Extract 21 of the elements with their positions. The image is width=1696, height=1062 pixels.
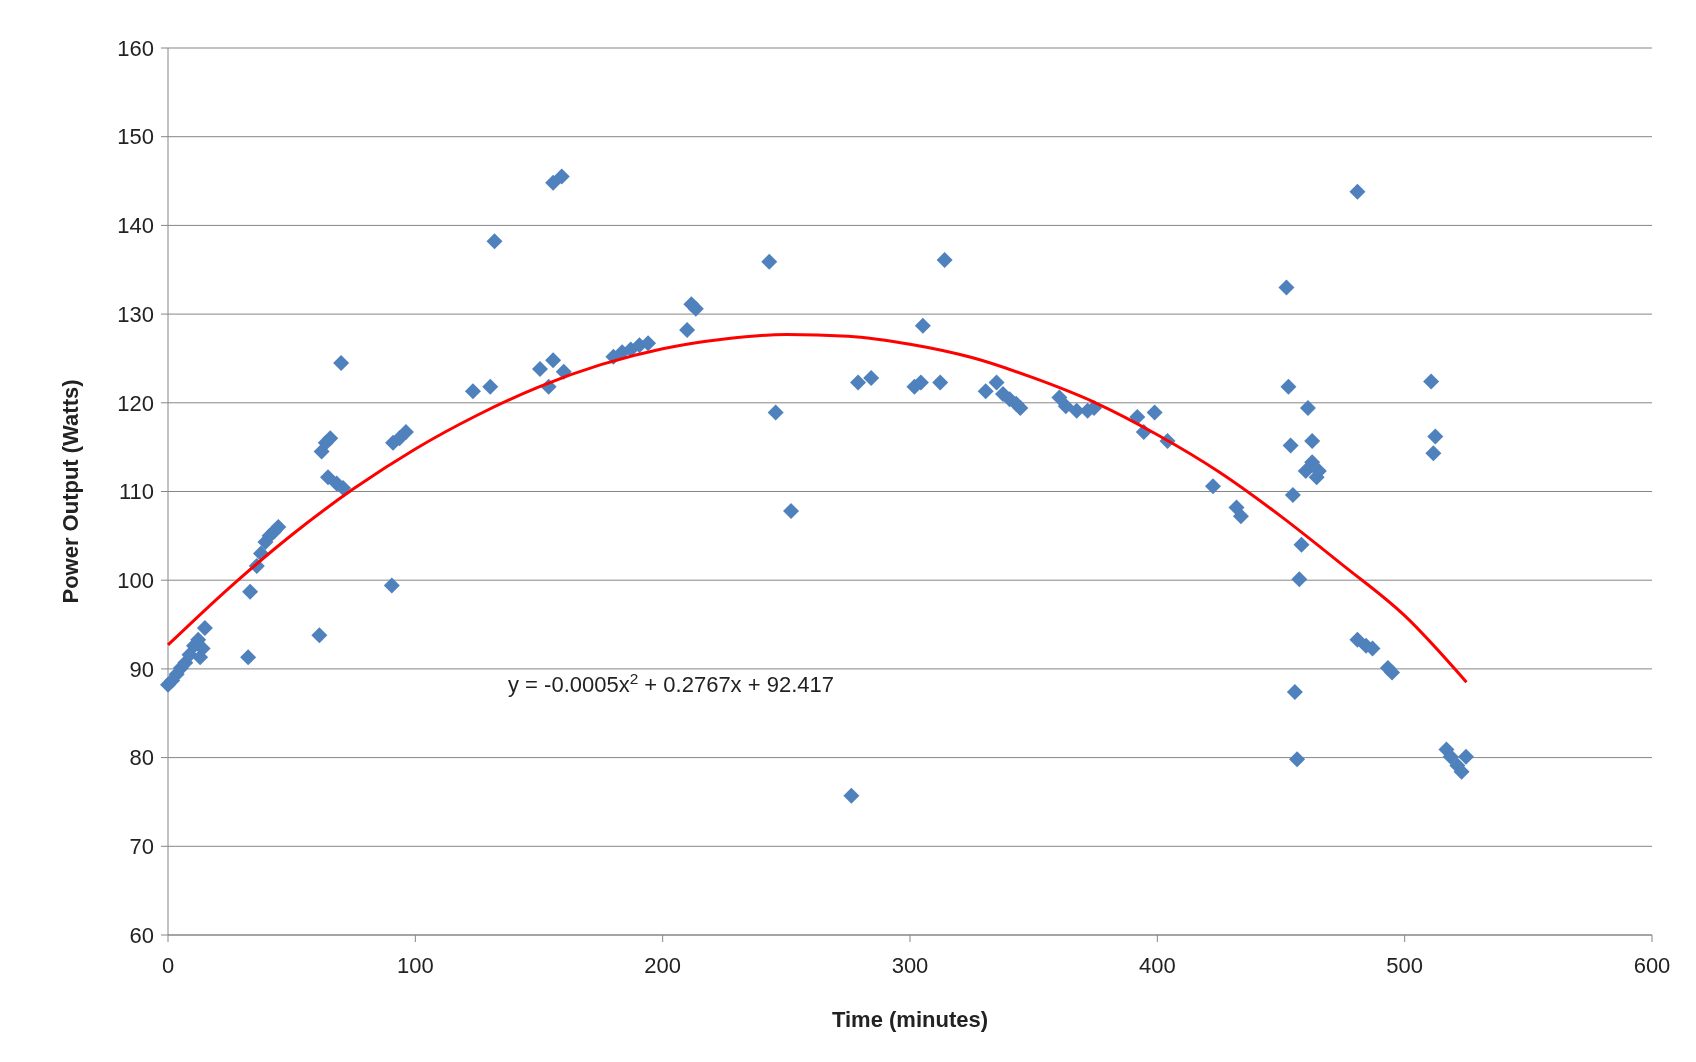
y-tick-label: 150 bbox=[117, 124, 154, 150]
y-tick-label: 80 bbox=[129, 745, 154, 771]
y-tick-label: 90 bbox=[129, 656, 154, 682]
y-tick-label: 100 bbox=[117, 567, 154, 593]
x-tick-label: 600 bbox=[1633, 953, 1671, 978]
x-tick-label: 100 bbox=[396, 953, 434, 978]
y-tick-label: 110 bbox=[118, 479, 154, 505]
y-tick-label: 60 bbox=[129, 922, 154, 948]
x-tick-label: 0 bbox=[161, 953, 175, 978]
x-tick-label: 400 bbox=[1138, 953, 1176, 978]
y-tick-label: 130 bbox=[117, 301, 154, 327]
x-tick-label: 300 bbox=[891, 953, 929, 978]
y-tick-label: 140 bbox=[117, 213, 154, 239]
x-tick-label: 200 bbox=[644, 953, 682, 978]
annotation: y = -0.0005x$^{2}$ + 0.2767x + 92.417 bbox=[508, 669, 834, 697]
y-axis-title: Power Output (Watts) bbox=[58, 379, 83, 604]
y-tick-label: 120 bbox=[117, 390, 154, 416]
y-tick-label: 70 bbox=[129, 834, 154, 859]
x-axis-title: Time (minutes) bbox=[831, 1007, 989, 1032]
x-tick-label: 500 bbox=[1386, 953, 1424, 978]
y-tick-label: 160 bbox=[117, 35, 154, 61]
